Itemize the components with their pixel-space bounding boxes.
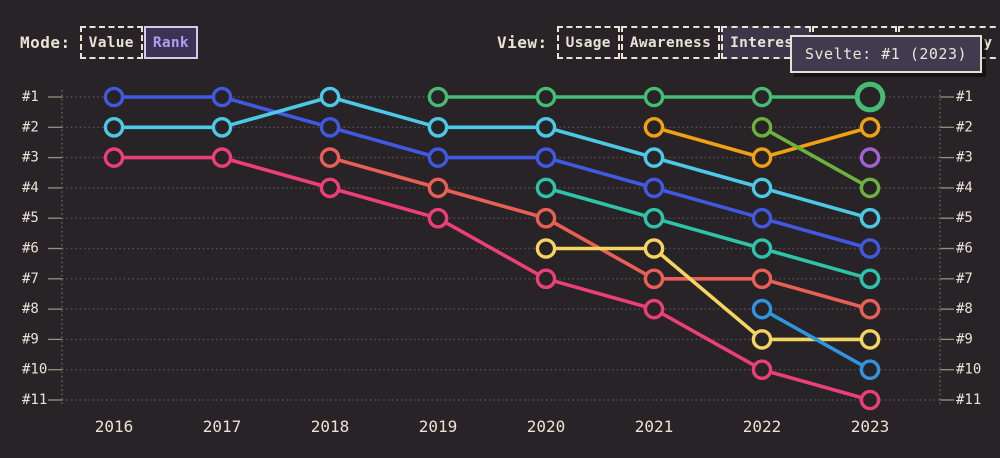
rank-label-right: #9 <box>956 331 973 347</box>
mode-label: Mode: <box>20 33 71 52</box>
data-point-purple[interactable] <box>859 147 881 168</box>
rank-label-right: #8 <box>956 301 973 317</box>
data-point-lime[interactable] <box>859 177 881 199</box>
series-line-magenta <box>112 155 872 402</box>
data-point-magenta[interactable] <box>103 147 125 168</box>
year-label: 2022 <box>743 417 782 436</box>
data-point-lime[interactable] <box>751 117 773 138</box>
data-point-green[interactable] <box>643 86 665 108</box>
data-point-salmon[interactable] <box>535 207 557 229</box>
data-point-cyan[interactable] <box>751 177 773 199</box>
data-point-cyan[interactable] <box>103 117 125 138</box>
data-point-sky-blue[interactable] <box>859 359 881 381</box>
data-point-royal-blue[interactable] <box>643 177 665 199</box>
data-point-royal-blue[interactable] <box>427 147 449 168</box>
data-point-sky-blue[interactable] <box>751 298 773 320</box>
data-point-royal-blue[interactable] <box>751 207 773 229</box>
data-point-green[interactable] <box>751 86 773 108</box>
data-point-magenta[interactable] <box>211 147 233 168</box>
year-label: 2021 <box>635 417 674 436</box>
data-point-yellow[interactable] <box>535 238 557 259</box>
tooltip: Svelte: #1 (2023) <box>790 35 983 73</box>
rank-label-left: #4 <box>22 180 39 196</box>
series-line-salmon <box>328 155 872 311</box>
mode-button-value[interactable]: Value <box>79 26 143 59</box>
data-point-magenta[interactable] <box>643 298 665 320</box>
rank-label-left: #1 <box>22 89 39 105</box>
series-line-lime <box>760 125 872 190</box>
mode-button-rank[interactable]: Rank <box>143 26 198 59</box>
rank-label-right: #10 <box>956 362 981 378</box>
data-point-magenta[interactable] <box>859 389 881 411</box>
rank-label-right: #1 <box>956 89 973 105</box>
year-label: 2020 <box>527 417 566 436</box>
data-point-highlight-green[interactable] <box>854 81 886 113</box>
data-point-magenta[interactable] <box>319 177 341 199</box>
data-point-teal[interactable] <box>859 268 881 290</box>
data-point-salmon[interactable] <box>859 298 881 320</box>
rank-label-left: #6 <box>22 241 39 257</box>
year-label: 2023 <box>851 417 890 436</box>
tooltip-text: Svelte: #1 (2023) <box>805 45 968 63</box>
data-point-salmon[interactable] <box>751 268 773 290</box>
data-point-cyan[interactable] <box>319 86 341 108</box>
rank-label-left: #8 <box>22 301 39 317</box>
rank-label-right: #2 <box>956 119 973 135</box>
rank-label-right: #3 <box>956 150 973 166</box>
data-point-royal-blue[interactable] <box>211 86 233 108</box>
rank-label-left: #2 <box>22 119 39 135</box>
data-point-cyan[interactable] <box>211 117 233 138</box>
year-label: 2018 <box>311 417 350 436</box>
rank-label-left: #9 <box>22 331 39 347</box>
rank-label-right: #11 <box>956 392 981 408</box>
data-point-magenta[interactable] <box>427 207 449 229</box>
data-point-salmon[interactable] <box>319 147 341 168</box>
data-point-yellow[interactable] <box>751 329 773 350</box>
rank-label-right: #5 <box>956 210 973 226</box>
data-point-orange[interactable] <box>859 117 881 138</box>
data-point-cyan[interactable] <box>643 147 665 168</box>
data-point-royal-blue[interactable] <box>103 86 125 108</box>
rank-label-right: #6 <box>956 241 973 257</box>
rank-label-left: #7 <box>22 271 39 287</box>
data-point-magenta[interactable] <box>535 268 557 290</box>
view-button-awareness[interactable]: Awareness <box>620 26 721 59</box>
data-point-green[interactable] <box>535 86 557 108</box>
data-point-cyan[interactable] <box>427 117 449 138</box>
rank-label-left: #11 <box>22 392 47 408</box>
data-point-magenta[interactable] <box>751 359 773 381</box>
rank-label-right: #4 <box>956 180 973 196</box>
data-point-cyan[interactable] <box>859 207 881 229</box>
series-line-sky-blue <box>760 307 872 372</box>
series-line-royal-blue <box>112 95 872 251</box>
view-button-usage[interactable]: Usage <box>556 26 620 59</box>
data-point-teal[interactable] <box>535 177 557 199</box>
series-line-teal <box>544 186 872 281</box>
rank-label-left: #5 <box>22 210 39 226</box>
data-point-royal-blue[interactable] <box>859 238 881 259</box>
year-label: 2016 <box>95 417 134 436</box>
year-label: 2019 <box>419 417 458 436</box>
series-line-cyan <box>112 95 872 220</box>
data-point-salmon[interactable] <box>427 177 449 199</box>
data-point-green[interactable] <box>427 86 449 108</box>
view-label: View: <box>497 33 548 52</box>
rank-label-left: #10 <box>22 362 47 378</box>
data-point-yellow[interactable] <box>643 238 665 259</box>
data-point-orange[interactable] <box>643 117 665 138</box>
rank-label-left: #3 <box>22 150 39 166</box>
data-point-cyan[interactable] <box>535 117 557 138</box>
data-point-royal-blue[interactable] <box>319 117 341 138</box>
rank-label-right: #7 <box>956 271 973 287</box>
data-point-royal-blue[interactable] <box>535 147 557 168</box>
data-point-yellow[interactable] <box>859 329 881 350</box>
data-point-teal[interactable] <box>751 238 773 259</box>
mode-control-group: Mode: Value Rank <box>20 26 198 59</box>
data-point-salmon[interactable] <box>643 268 665 290</box>
data-point-teal[interactable] <box>643 207 665 229</box>
data-point-orange[interactable] <box>751 147 773 168</box>
year-label: 2017 <box>203 417 242 436</box>
